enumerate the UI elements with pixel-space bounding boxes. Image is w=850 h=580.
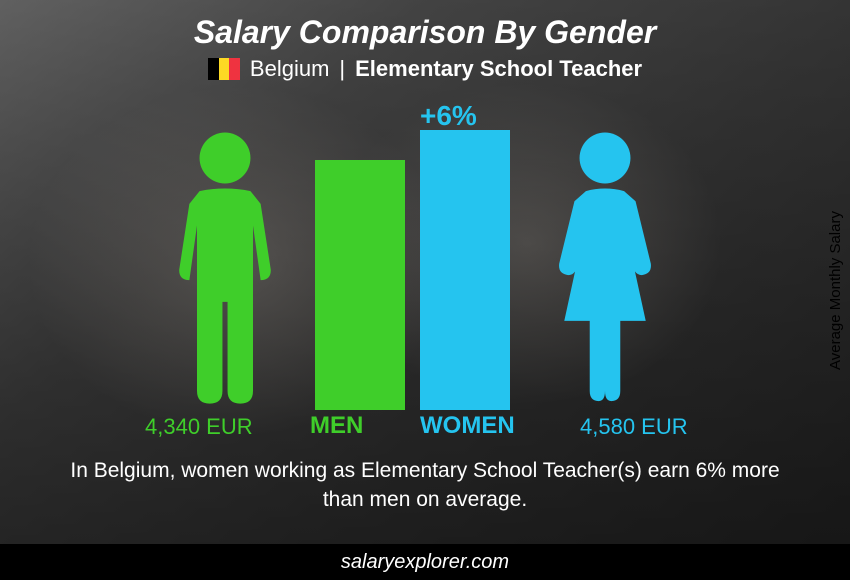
- women-gender-label: WOMEN: [420, 412, 515, 440]
- men-salary-label: 4,340 EUR: [145, 414, 253, 440]
- pct-diff-label: +6%: [420, 100, 477, 132]
- flag-icon: [208, 58, 240, 80]
- country-label: Belgium: [250, 56, 329, 82]
- flag-stripe-1: [208, 58, 219, 80]
- female-person-icon: [540, 130, 670, 410]
- women-bar: [420, 130, 510, 410]
- subtitle-row: Belgium | Elementary School Teacher: [0, 56, 850, 82]
- footer-link[interactable]: salaryexplorer.com: [0, 544, 850, 580]
- male-person-icon: [160, 130, 290, 410]
- page-title: Salary Comparison By Gender: [0, 14, 850, 51]
- women-icon: [540, 130, 670, 410]
- side-axis-label: Average Monthly Salary: [827, 211, 844, 370]
- men-bar: [315, 160, 405, 410]
- women-salary-label: 4,580 EUR: [580, 414, 688, 440]
- occupation-label: Elementary School Teacher: [355, 56, 642, 82]
- separator: |: [339, 56, 345, 82]
- flag-stripe-3: [229, 58, 240, 80]
- men-gender-label: MEN: [310, 412, 363, 440]
- flag-stripe-2: [219, 58, 230, 80]
- men-icon: [160, 130, 290, 410]
- side-axis-wrap: Average Monthly Salary: [820, 0, 850, 580]
- chart-area: +6% 4,340 EUR MEN WOMEN 4,580 EUR: [0, 100, 850, 440]
- summary-text: In Belgium, women working as Elementary …: [0, 457, 850, 514]
